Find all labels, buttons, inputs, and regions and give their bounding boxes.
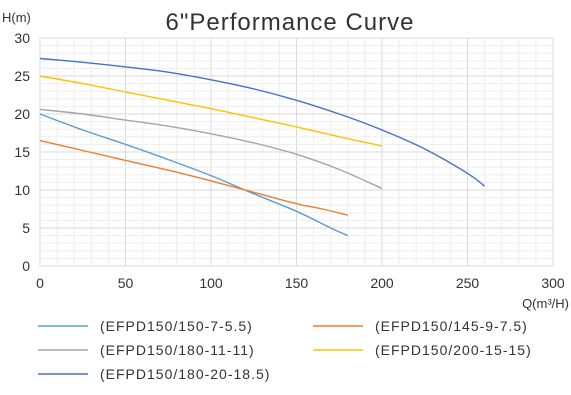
series-line-2 [39, 139, 348, 216]
y-tick-label: 30 [14, 30, 30, 46]
series-line-5 [39, 57, 486, 187]
x-tick-label: 50 [118, 275, 134, 291]
legend: (EFPD150/150-7-5.5) (EFPD150/145-9-7.5) (E… [38, 318, 532, 382]
y-tick-label: 20 [14, 106, 30, 122]
x-axis-label: Q(m³/H) [522, 296, 569, 311]
x-tick-label: 250 [456, 275, 480, 291]
legend-label-3: (EFPD150/180-11-11) [100, 342, 255, 358]
series-lines [39, 57, 486, 237]
x-tick-label: 150 [285, 275, 309, 291]
legend-label-2: (EFPD150/145-9-7.5) [375, 318, 528, 334]
legend-label-4: (EFPD150/200-15-15) [375, 342, 532, 358]
series-line-3 [39, 108, 383, 190]
series-line-4 [39, 75, 383, 147]
legend-label-1: (EFPD150/150-7-5.5) [100, 318, 253, 334]
tick-labels: 0 50 100 150 200 250 300 0 5 10 15 20 25 30 [14, 30, 564, 291]
x-tick-label: 100 [199, 275, 223, 291]
legend-label-5: (EFPD150/180-20-18.5) [100, 366, 270, 382]
y-tick-label: 25 [14, 68, 30, 84]
x-tick-label: 0 [36, 275, 44, 291]
y-tick-label: 10 [14, 182, 30, 198]
x-tick-label: 300 [541, 275, 565, 291]
y-axis-label: H(m) [2, 10, 31, 25]
series-line-1 [39, 113, 349, 237]
y-tick-label: 0 [22, 258, 30, 274]
x-tick-label: 200 [370, 275, 394, 291]
grid [39, 37, 554, 267]
y-tick-label: 15 [14, 144, 30, 160]
chart-title: 6"Performance Curve [166, 9, 415, 36]
y-tick-label: 5 [22, 220, 30, 236]
